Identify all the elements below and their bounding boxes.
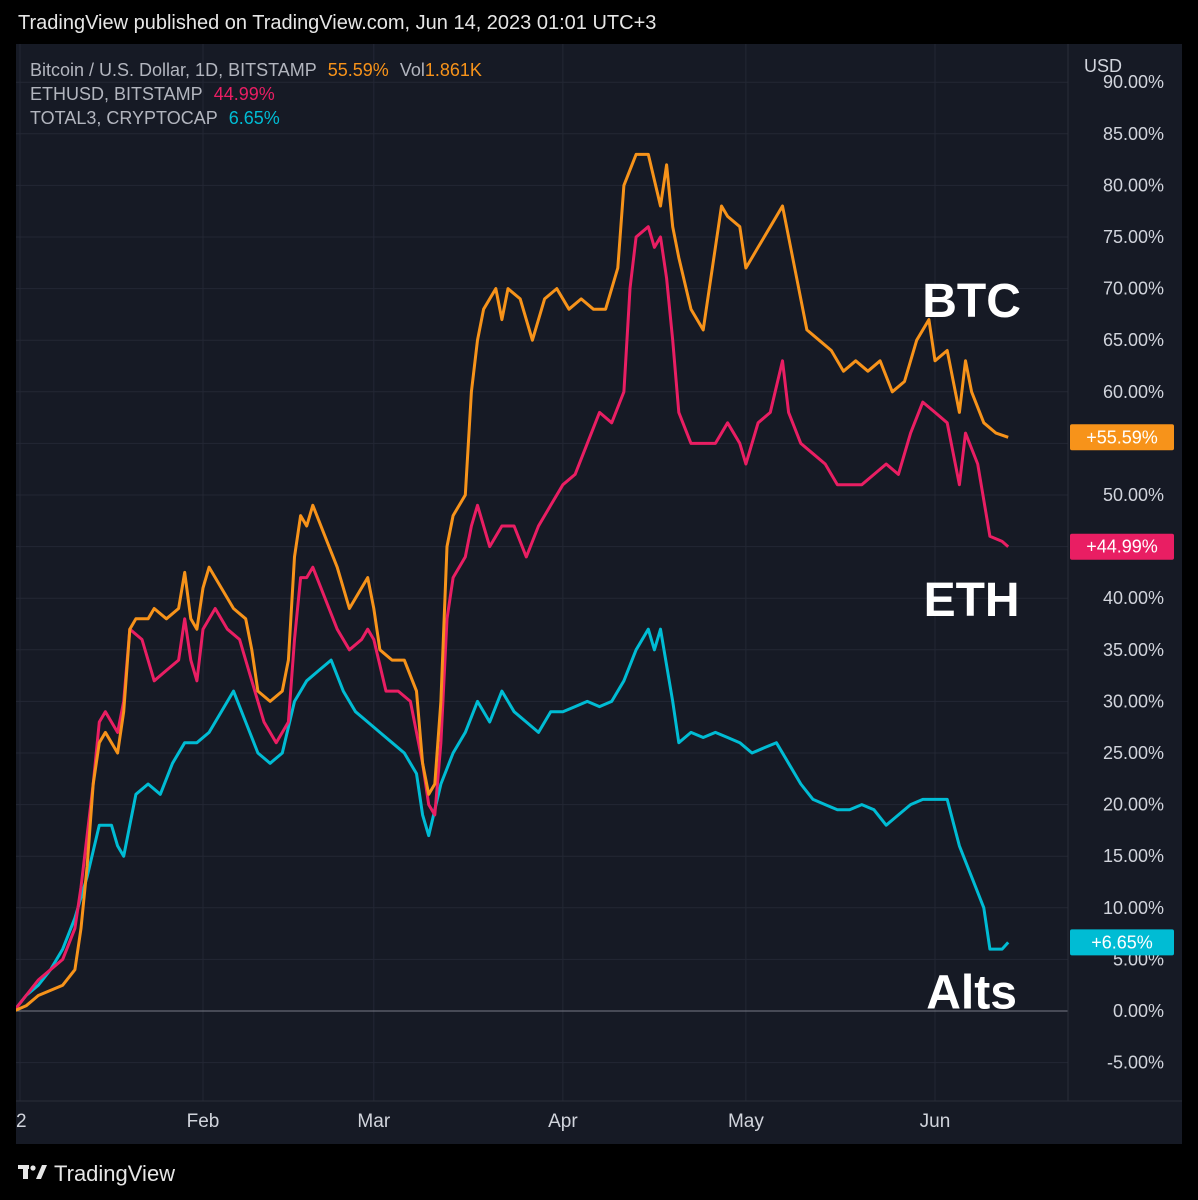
y-tick-label: 70.00% bbox=[1103, 279, 1164, 299]
y-tick-label: 65.00% bbox=[1103, 330, 1164, 350]
annotation-eth: ETH bbox=[924, 574, 1020, 627]
last-value-badge bbox=[1070, 929, 1174, 956]
x-tick-label: 2 bbox=[16, 1111, 27, 1132]
legend-row-btc[interactable]: Bitcoin / U.S. Dollar, 1D, BITSTAMP 55.5… bbox=[30, 58, 488, 82]
currency-label[interactable]: USD bbox=[1084, 56, 1123, 76]
y-tick-label: 85.00% bbox=[1103, 124, 1164, 144]
y-tick-label: 35.00% bbox=[1103, 640, 1164, 660]
last-value-badge bbox=[1070, 424, 1174, 451]
legend-total3-value: 6.65% bbox=[228, 108, 280, 128]
legend-vol-value: 1.861K bbox=[424, 60, 482, 80]
legend-btc-name: Bitcoin / U.S. Dollar, 1D, BITSTAMP bbox=[30, 60, 317, 80]
y-tick-label: 15.00% bbox=[1103, 846, 1164, 866]
legend-total3-name: TOTAL3, CRYPTOCAP bbox=[30, 108, 218, 128]
y-tick-label: 30.00% bbox=[1103, 691, 1164, 711]
x-axis: 2 Feb Mar Apr May Jun bbox=[16, 44, 1182, 1132]
legend-vol-label: Vol bbox=[399, 60, 425, 80]
legend-eth-name: ETHUSD, BITSTAMP bbox=[30, 84, 203, 104]
y-tick-label: 60.00% bbox=[1103, 382, 1164, 402]
y-tick-label: 25.00% bbox=[1103, 743, 1164, 763]
grid bbox=[16, 44, 1068, 1101]
last-value-label: +55.59% bbox=[1086, 427, 1158, 447]
publish-info: TradingView published on TradingView.com… bbox=[18, 12, 657, 34]
legend-row-total3[interactable]: TOTAL3, CRYPTOCAP 6.65% bbox=[30, 106, 488, 130]
annotations: BTC ETH Alts bbox=[922, 275, 1021, 1019]
series-line-eth[interactable] bbox=[16, 225, 1010, 1011]
series-lines bbox=[16, 152, 1010, 1012]
footer-brand: TradingView bbox=[18, 1160, 175, 1187]
y-tick-label: 80.00% bbox=[1103, 175, 1164, 195]
legend-btc-value: 55.59% bbox=[327, 60, 389, 80]
y-tick-label: 50.00% bbox=[1103, 485, 1164, 505]
annotation-alts: Alts bbox=[926, 966, 1017, 1019]
line-chart[interactable]: -5.00%0.00%5.00%10.00%15.00%20.00%25.00%… bbox=[16, 44, 1182, 1144]
last-value-badge bbox=[1070, 533, 1174, 560]
x-tick-label: Jun bbox=[920, 1111, 951, 1132]
series-line-btc[interactable] bbox=[16, 152, 1009, 1012]
legend: Bitcoin / U.S. Dollar, 1D, BITSTAMP 55.5… bbox=[30, 58, 488, 130]
y-tick-label: 0.00% bbox=[1113, 1001, 1164, 1021]
x-tick-label: Apr bbox=[548, 1111, 578, 1132]
legend-eth-value: 44.99% bbox=[213, 84, 275, 104]
publish-header: TradingView published on TradingView.com… bbox=[0, 0, 1198, 44]
y-tick-label: 40.00% bbox=[1103, 588, 1164, 608]
footer-brand-text: TradingView bbox=[54, 1161, 176, 1187]
last-value-label: +44.99% bbox=[1086, 537, 1158, 557]
tradingview-logo-icon bbox=[18, 1161, 48, 1187]
y-tick-label: 10.00% bbox=[1103, 898, 1164, 918]
y-tick-label: -5.00% bbox=[1107, 1053, 1164, 1073]
y-tick-label: 20.00% bbox=[1103, 795, 1164, 815]
legend-row-eth[interactable]: ETHUSD, BITSTAMP 44.99% bbox=[30, 82, 488, 106]
x-tick-label: Feb bbox=[187, 1111, 220, 1132]
last-value-label: +6.65% bbox=[1091, 932, 1153, 952]
last-value-badges: +6.65% +44.99% +55.59% bbox=[1070, 424, 1174, 956]
y-tick-label: 75.00% bbox=[1103, 227, 1164, 247]
y-tick-label: 90.00% bbox=[1103, 72, 1164, 92]
x-tick-label: Mar bbox=[357, 1111, 390, 1132]
chart-panel[interactable]: -5.00% 0.00% 5.00% 10.00% 15.00% 20.00% 25.00%… bbox=[16, 44, 1182, 1144]
y-axis: -5.00%0.00%5.00%10.00%15.00%20.00%25.00%… bbox=[1103, 72, 1164, 1072]
x-tick-label: May bbox=[728, 1111, 764, 1132]
series-line-alts[interactable] bbox=[16, 627, 1010, 1011]
annotation-btc: BTC bbox=[922, 275, 1021, 328]
